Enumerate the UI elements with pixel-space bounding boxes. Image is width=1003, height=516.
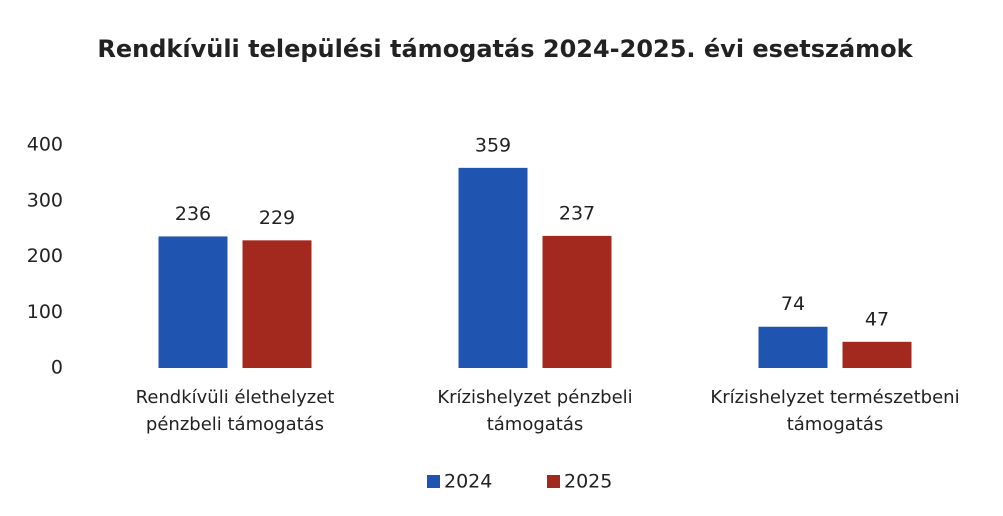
y-tick-label: 400	[27, 134, 63, 156]
legend-swatch	[427, 475, 440, 488]
data-label: 47	[865, 308, 889, 330]
bar	[542, 235, 612, 368]
x-tick-label: Rendkívüli élethelyzet pénzbeli támogatá…	[135, 387, 335, 435]
bar	[758, 326, 828, 368]
chart-title: Rendkívüli települési támogatás 2024-202…	[97, 35, 913, 63]
bar	[242, 240, 312, 368]
data-label: 229	[259, 207, 295, 229]
data-label: 236	[175, 203, 211, 225]
y-tick-label: 200	[27, 245, 63, 267]
data-label: 74	[781, 293, 805, 315]
bar	[458, 167, 528, 368]
legend-label: 2025	[564, 471, 612, 493]
bar	[842, 341, 912, 368]
data-label: 237	[559, 202, 595, 224]
y-tick-label: 100	[27, 301, 63, 323]
legend-swatch	[547, 475, 560, 488]
legend-label: 2024	[444, 471, 492, 493]
x-tick-label: Krízishelyzet pénzbeli támogatás	[437, 387, 633, 435]
bar	[158, 236, 228, 368]
y-tick-label: 300	[27, 189, 63, 211]
x-tick-label: Krízishelyzet természetbeni támogatás	[710, 387, 960, 435]
data-label: 359	[475, 134, 511, 156]
y-tick-label: 0	[51, 357, 63, 379]
